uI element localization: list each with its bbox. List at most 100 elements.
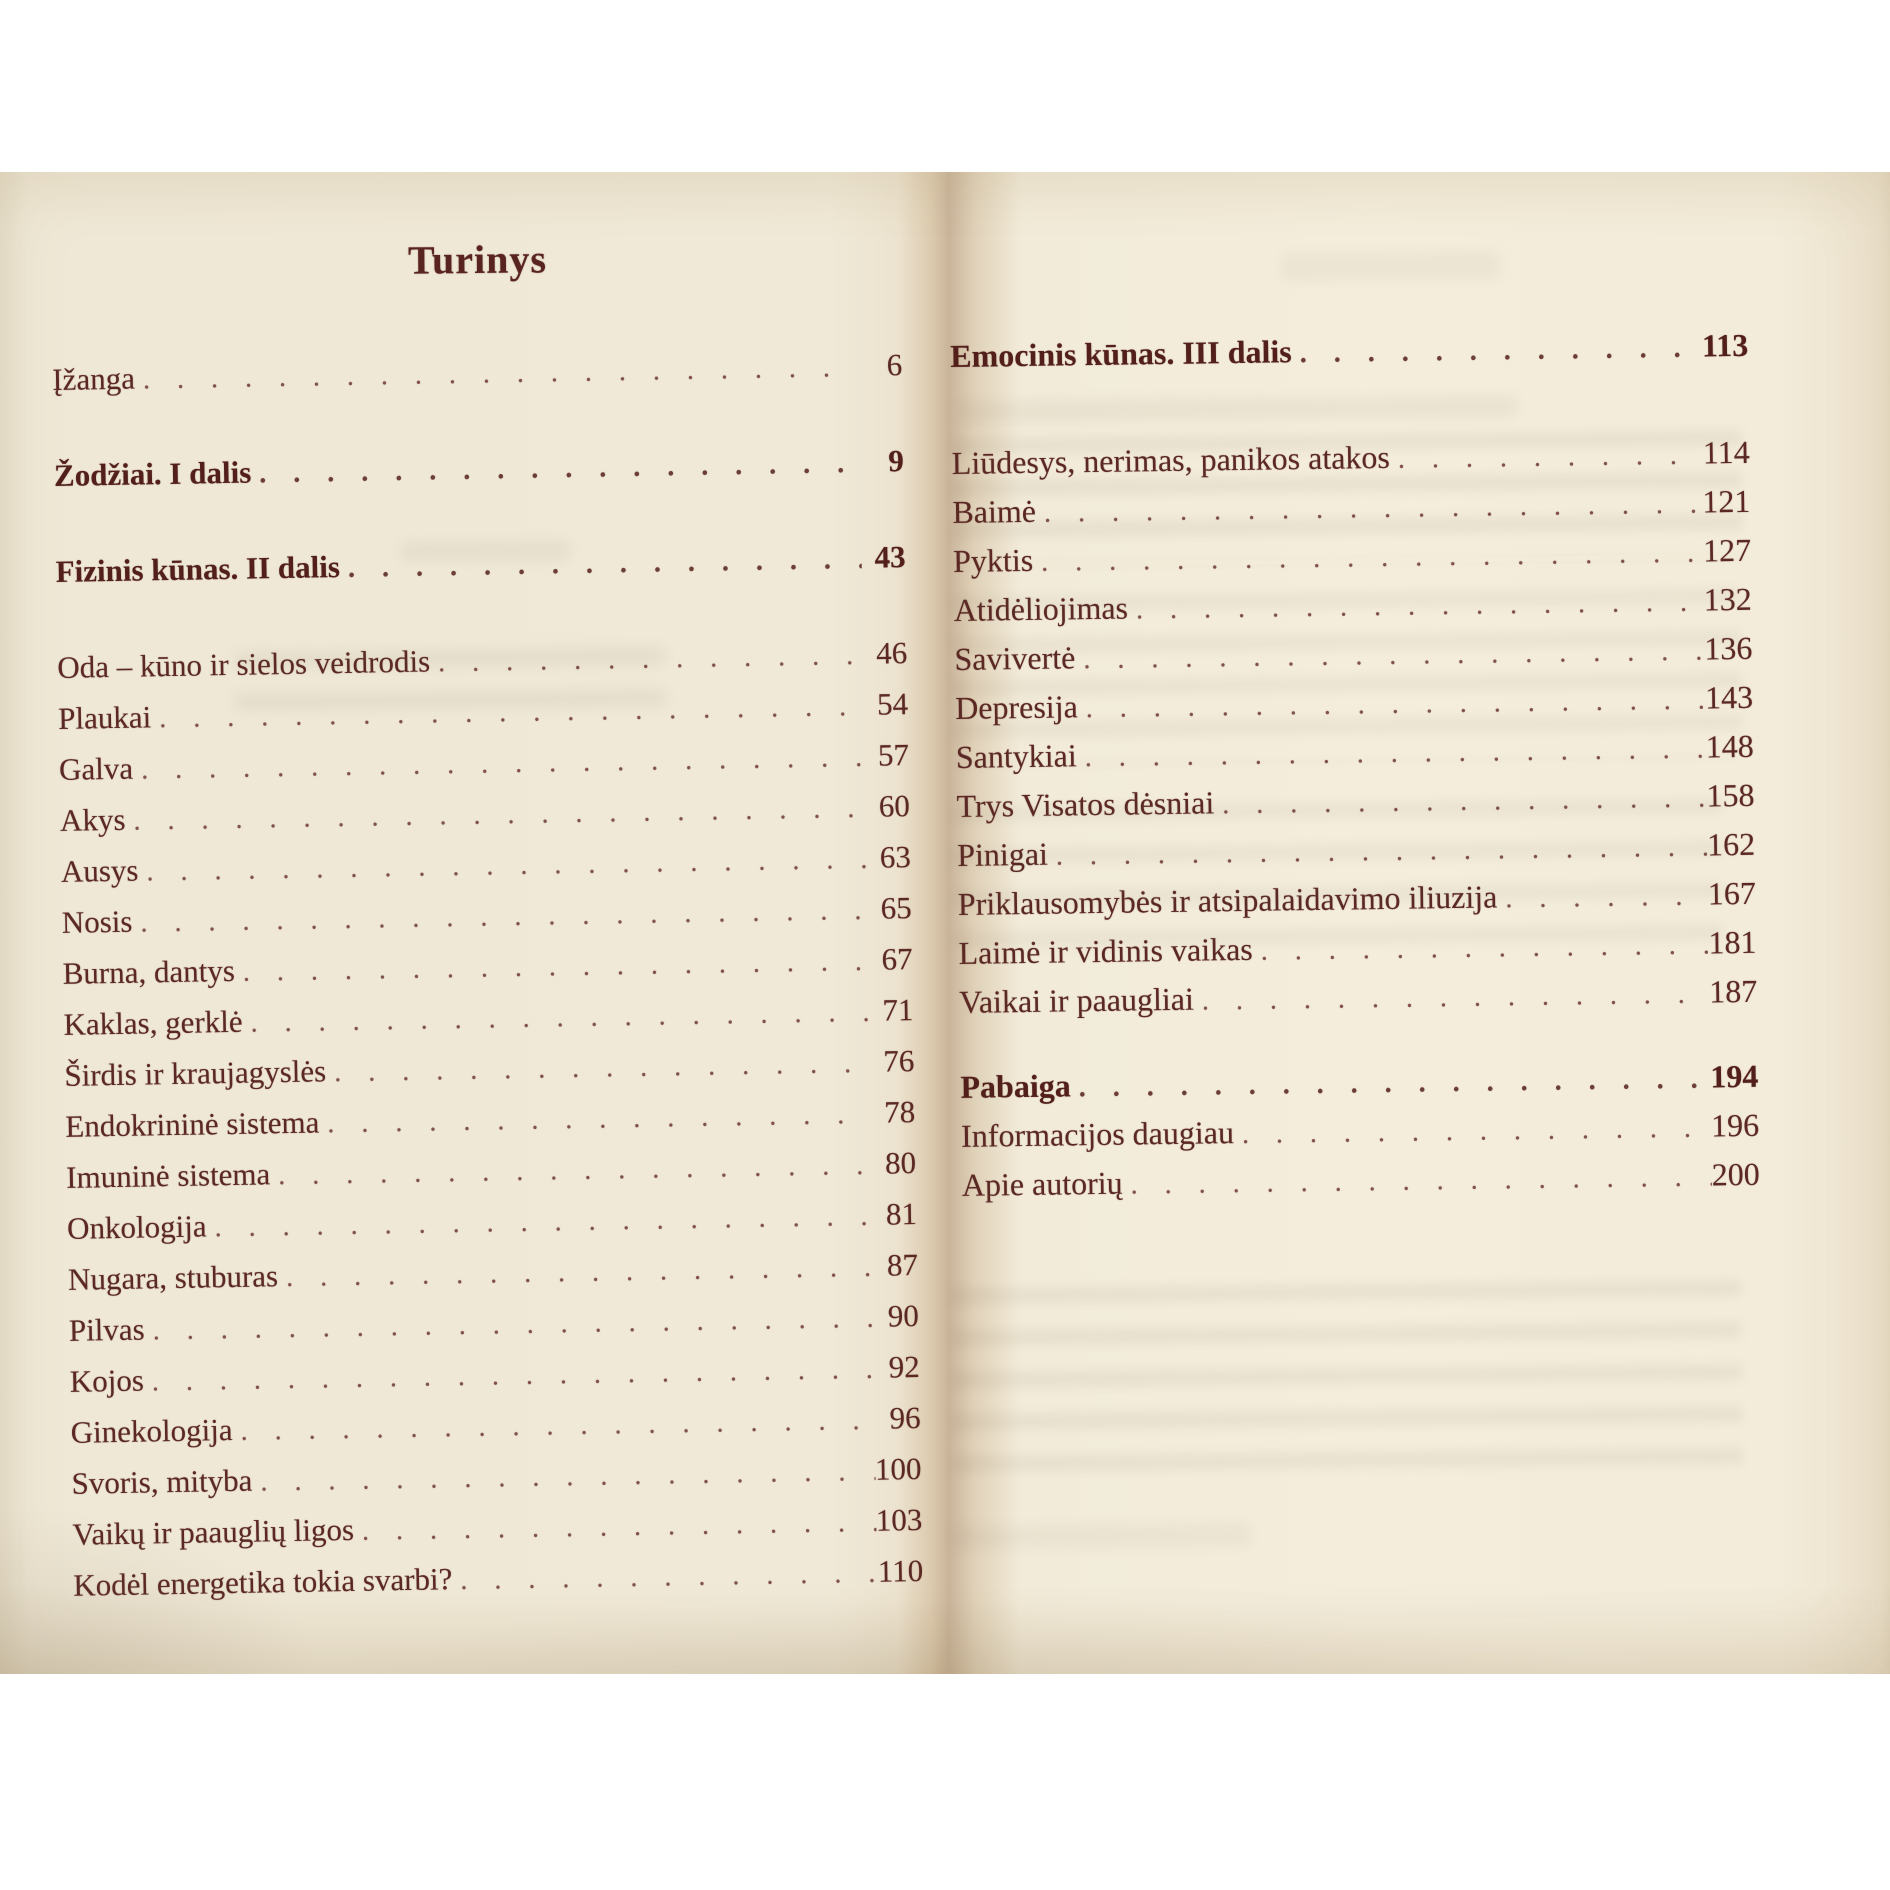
dot-leader: . . . . . . . . . . . . . . . . . . . . … — [251, 448, 860, 491]
toc-entry-label: Onkologija — [66, 1208, 207, 1246]
toc-entry-label: Trys Visatos dėsniai — [956, 784, 1215, 824]
toc-entry-page: 196 — [1710, 1106, 1760, 1144]
toc-section: Fizinis kūnas. II dalis. . . . . . . . .… — [55, 539, 906, 605]
toc-entry-page: 46 — [875, 635, 908, 671]
toc-entry-label: Galva — [58, 750, 134, 787]
dot-leader: . . . . . . . . . . . . . . . . . . . . … — [133, 792, 866, 837]
dot-leader: . . . . . . . . . . . . . . . . . . . . … — [1130, 1161, 1713, 1201]
toc-entry-label: Pabaiga — [960, 1067, 1071, 1105]
toc-entry-label: Informacijos daugiau — [960, 1114, 1235, 1154]
toc-entry-page: 54 — [876, 686, 909, 722]
dot-leader: . . . . . . . . . . . . . . . . . . . . … — [452, 1558, 878, 1597]
toc-entry-page: 187 — [1708, 972, 1758, 1010]
toc-entry-label: Pyktis — [952, 541, 1034, 579]
toc-entry-label: Savivertė — [954, 639, 1076, 677]
toc-section: Emocinis kūnas. III dalis. . . . . . . .… — [950, 327, 1749, 387]
dot-leader: . . . . . . . . . . . . . . . . . . . . … — [1040, 537, 1704, 578]
toc-entry-page: 194 — [1710, 1057, 1759, 1095]
bleedthrough-ghost — [951, 1522, 1253, 1550]
dot-leader: . . . . . . . . . . . . . . . . . . . . … — [1241, 1112, 1712, 1150]
bleedthrough-ghost — [1279, 250, 1501, 282]
dot-leader: . . . . . . . . . . . . . . . . . . . . … — [240, 1404, 877, 1447]
toc-entry-label: Baimė — [952, 492, 1037, 530]
toc-entry-page: 71 — [882, 992, 914, 1028]
dot-leader: . . . . . . . . . . . . . . . . . . . . … — [146, 843, 868, 888]
toc-right-column: Emocinis kūnas. III dalis. . . . . . . .… — [950, 327, 1760, 1216]
dot-leader: . . . . . . . . . . . . . . . . . . . . … — [326, 1048, 871, 1089]
toc-entry-page: 67 — [881, 941, 913, 977]
toc-entry-page: 100 — [874, 1450, 922, 1487]
dot-leader: . . . . . . . . . . . . . . . . . . . . … — [1085, 684, 1706, 725]
toc-entry-label: Širdis ir kraujagyslės — [64, 1053, 327, 1093]
toc-entry-label: Nosis — [61, 903, 133, 940]
toc-entry-page: 63 — [879, 839, 912, 875]
toc-entry-label: Fizinis kūnas. II dalis — [55, 549, 341, 589]
toc-entry-label: Žodžiai. I dalis — [53, 454, 252, 493]
toc-entry-label: Vaikų ir paauglių ligos — [72, 1511, 355, 1552]
toc-row: Įžanga. . . . . . . . . . . . . . . . . … — [52, 347, 903, 413]
dot-leader: . . . . . . . . . . . . . . . . . . . . … — [1135, 586, 1704, 626]
toc-entry-page: 114 — [1702, 433, 1750, 471]
toc-entry-page: 158 — [1706, 776, 1755, 814]
dot-leader: . . . . . . . . . . . . . . . . . . . . … — [1260, 929, 1709, 967]
toc-entry-page: 57 — [877, 737, 910, 773]
toc-entry-label: Ausys — [60, 852, 139, 889]
toc-entry-label: Imuninė sistema — [65, 1156, 271, 1195]
toc-entry-label: Įžanga — [52, 360, 136, 397]
toc-entry-label: Kaklas, gerklė — [63, 1003, 243, 1042]
toc-entry-label: Priklausomybės ir atsipalaidavimo iliuzi… — [957, 878, 1498, 922]
dot-leader: . . . . . . . . . . . . . . . . . . . . … — [140, 894, 868, 939]
toc-entry-label: Akys — [59, 801, 126, 838]
dot-leader: . . . . . . . . . . . . . . . . . . . . … — [158, 691, 864, 735]
toc-row: Emocinis kūnas. III dalis. . . . . . . .… — [950, 327, 1749, 387]
toc-row: Apie autorių. . . . . . . . . . . . . . … — [962, 1156, 1761, 1216]
dot-leader: . . . . . . . . . . . . . . . . . . . . … — [340, 544, 862, 585]
dot-leader: . . . . . . . . . . . . . . . . . . . . … — [1084, 733, 1707, 774]
dot-leader: . . . . . . . . . . . . . . . . . . . . … — [235, 946, 869, 989]
dot-leader: . . . . . . . . . . . . . . . . . . . . … — [1043, 488, 1703, 529]
toc-section: Liūdesys, nerimas, panikos atakos. . . .… — [951, 434, 1757, 1033]
dot-leader: . . . . . . . . . . . . . . . . . . . . … — [354, 1507, 876, 1548]
toc-section: Oda – kūno ir sielos veidrodis. . . . . … — [57, 635, 924, 1619]
toc-entry-label: Pinigai — [956, 835, 1049, 873]
toc-entry-page: 110 — [877, 1552, 924, 1589]
toc-entry-label: Pilvas — [68, 1311, 145, 1348]
toc-entry-label: Santykiai — [955, 737, 1077, 775]
dot-leader: . . . . . . . . . . . . . . . . . . . . … — [214, 1200, 874, 1244]
dot-leader: . . . . . . . . . . . . . . . . . . . . … — [1078, 1063, 1710, 1104]
toc-row: Fizinis kūnas. II dalis. . . . . . . . .… — [55, 539, 906, 605]
toc-entry-page: 9 — [888, 443, 905, 479]
toc-section: Įžanga. . . . . . . . . . . . . . . . . … — [52, 347, 903, 413]
toc-section: Žodžiai. I dalis. . . . . . . . . . . . … — [54, 443, 905, 509]
toc-entry-label: Ginekologija — [70, 1412, 233, 1450]
toc-entry-label: Oda – kūno ir sielos veidrodis — [57, 643, 431, 685]
toc-entry-page: 200 — [1711, 1155, 1760, 1193]
dot-leader: . . . . . . . . . . . . . . . . . . . . … — [1083, 635, 1705, 676]
toc-entry-label: Svoris, mityba — [71, 1462, 253, 1501]
bleedthrough-ghost — [950, 1279, 1744, 1499]
toc-row: Žodžiai. I dalis. . . . . . . . . . . . … — [54, 443, 905, 509]
dot-leader: . . . . . . . . . . . . . . . . . . . . … — [270, 1150, 872, 1193]
toc-entry-label: Kodėl energetika tokia svarbi? — [73, 1561, 453, 1603]
dot-leader: . . . . . . . . . . . . . . . . . . . . … — [252, 1456, 875, 1499]
toc-entry-page: 167 — [1707, 874, 1757, 912]
toc-entry-page: 81 — [885, 1196, 918, 1232]
toc-row: Vaikai ir paaugliai. . . . . . . . . . .… — [959, 973, 1758, 1033]
toc-entry-page: 65 — [880, 890, 912, 926]
toc-entry-page: 43 — [874, 539, 906, 575]
toc-entry-label: Laimė ir vidinis vaikas — [958, 930, 1253, 971]
dot-leader: . . . . . . . . . . . . . . . . . . . . … — [1292, 333, 1703, 371]
toc-entry-page: 78 — [883, 1094, 916, 1130]
dot-leader: . . . . . . . . . . . . . . . . . . . . … — [430, 640, 864, 680]
toc-entry-page: 76 — [883, 1043, 915, 1079]
toc-entry-page: 148 — [1705, 727, 1755, 765]
toc-entry-page: 181 — [1708, 923, 1757, 961]
toc-entry-label: Kojos — [69, 1362, 145, 1399]
toc-entry-page: 143 — [1704, 678, 1754, 716]
toc-entry-page: 6 — [886, 347, 903, 383]
toc-entry-page: 87 — [886, 1247, 919, 1283]
toc-entry-label: Vaikai ir paaugliai — [959, 980, 1195, 1020]
toc-entry-label: Endokrininė sistema — [65, 1104, 320, 1144]
toc-entry-page: 103 — [875, 1501, 923, 1538]
